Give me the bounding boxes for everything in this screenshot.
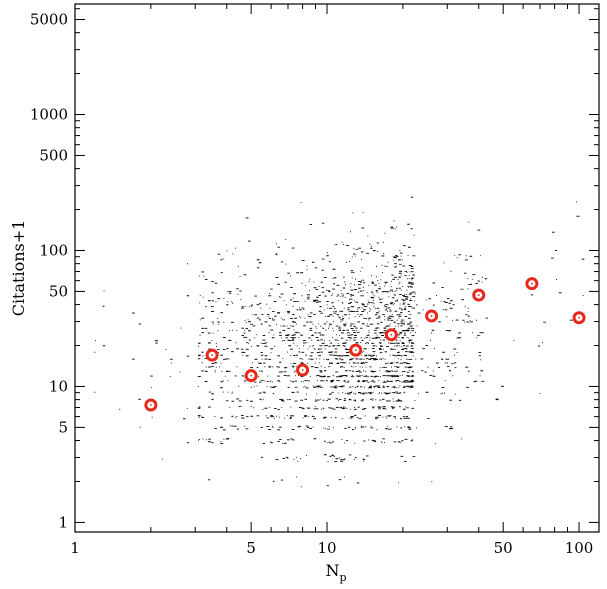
svg-text:Np: Np: [325, 561, 346, 584]
background-point-dots: [94, 196, 585, 488]
median-point-center: [250, 374, 253, 377]
y-tick-label: 5: [58, 418, 68, 436]
median-markers: [144, 277, 586, 412]
background-point-cloud: [94, 196, 585, 488]
median-point-center: [354, 349, 357, 352]
median-point-center: [390, 333, 393, 336]
axis-ticks: 1 5 10 50 100 1 5 10 50 100 500 1000 5000: [30, 4, 599, 557]
x-axis-label: N: [325, 561, 339, 580]
median-point-center: [301, 369, 304, 371]
x-tick-label: 10: [317, 539, 336, 557]
x-tick-label: 100: [565, 539, 594, 557]
median-point-center: [149, 404, 152, 406]
median-point-center: [477, 294, 480, 296]
x-tick-label: 50: [494, 539, 513, 557]
x-axis-label-subscript: p: [339, 571, 346, 584]
y-tick-label: 1000: [30, 106, 68, 124]
y-tick-label: 10: [49, 377, 68, 395]
y-tick-label: 100: [39, 241, 68, 259]
y-tick-label: 5000: [30, 10, 68, 28]
median-point-center: [578, 316, 580, 319]
y-tick-label: 50: [49, 282, 68, 300]
median-point-center: [430, 315, 433, 317]
y-tick-label: 1: [58, 513, 68, 531]
median-point-center: [530, 282, 533, 285]
x-tick-label: 5: [246, 539, 256, 557]
median-point-center: [211, 354, 214, 357]
x-axis-title: Np: [325, 561, 346, 584]
x-tick-label: 1: [70, 539, 80, 557]
y-tick-label: 500: [39, 146, 68, 164]
y-axis-label: Citations+1: [9, 220, 28, 317]
plot-frame: [74, 3, 600, 533]
